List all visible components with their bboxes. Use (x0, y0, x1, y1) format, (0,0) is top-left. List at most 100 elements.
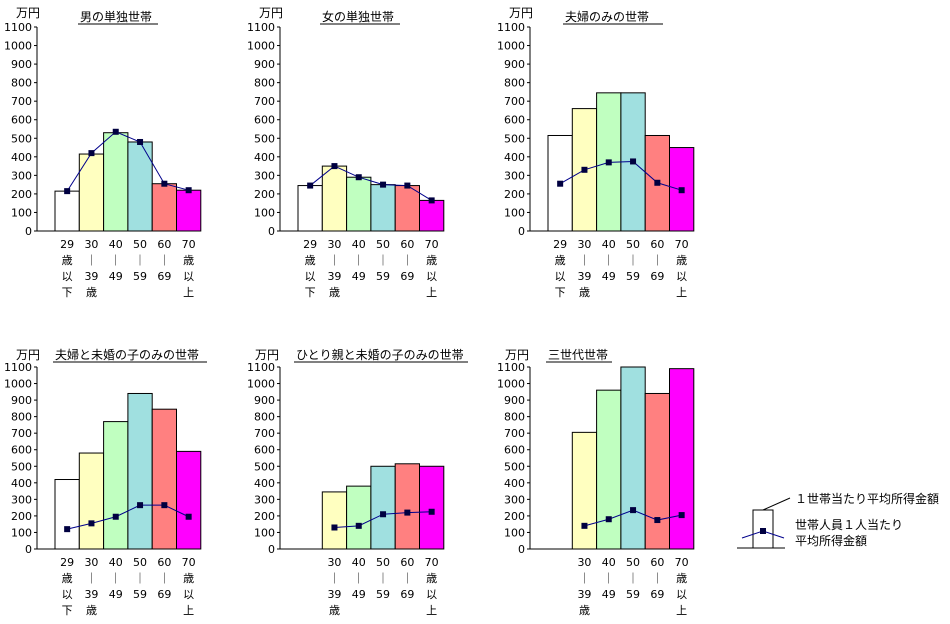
bar (346, 485, 372, 550)
y-tick-label: 700 (254, 95, 275, 108)
chart-panel-3: 万円 夫婦のみの世帯 0 100 200 300 400 500 600 700 800 900 100… (497, 6, 695, 299)
line-point (112, 128, 119, 135)
legend-bar-label: １世帯当たり平均所得金額 (795, 491, 939, 506)
x-tick-label: 以 (183, 588, 194, 601)
y-tick-label: 900 (254, 394, 275, 407)
y-tick-label: 500 (11, 132, 32, 145)
series-line (67, 504, 189, 530)
y-tick-label: 900 (504, 58, 525, 71)
chart-panel-6: 万円 三世代世帯 0 100 200 300 400 500 600 700 800 900 1000 1… (497, 348, 695, 617)
y-tick-label: 600 (504, 114, 525, 127)
chart-title: 女の単独世帯 (322, 9, 394, 24)
y-tick-label: 300 (254, 169, 275, 182)
x-tick-label: 49 (109, 588, 123, 601)
bar (151, 408, 177, 550)
y-tick-label: 800 (11, 411, 32, 424)
bar (54, 190, 80, 232)
y-tick-label: 100 (254, 526, 275, 539)
x-tick-label: ｜ (402, 572, 413, 585)
x-tick-label: ｜ (652, 572, 663, 585)
bar (151, 183, 177, 232)
line-point (654, 179, 661, 186)
unit-label: 万円 (509, 6, 533, 20)
x-tick-label: 39 (327, 588, 341, 601)
x-tick-label: 70 (425, 556, 439, 569)
line-point (307, 182, 314, 189)
y-tick-label: 100 (254, 206, 275, 219)
x-tick-label: 上 (426, 604, 437, 617)
y-tick-label: 700 (254, 427, 275, 440)
x-tick-label: 59 (133, 588, 147, 601)
y-tick-label: 900 (11, 58, 32, 71)
bar (571, 431, 598, 550)
y-tick-label: 300 (504, 493, 525, 506)
bar (596, 389, 622, 550)
bar (78, 452, 105, 550)
y-tick-label: 800 (11, 77, 32, 90)
y-tick-label: 600 (254, 444, 275, 457)
x-tick-label: ｜ (110, 572, 121, 585)
y-tick-label: 200 (254, 510, 275, 523)
line-point (605, 159, 612, 166)
x-tick-label: 50 (626, 238, 640, 251)
legend-line-marker (760, 528, 766, 534)
x-tick-label: 歳 (426, 572, 437, 585)
line-point (64, 188, 71, 195)
x-tick-label: 以 (305, 270, 316, 283)
bar (669, 368, 695, 550)
y-tick-label: 300 (504, 169, 525, 182)
y-tick-label: 0 (518, 225, 525, 238)
x-tick-label: 69 (157, 270, 171, 283)
legend: １世帯当たり平均所得金額 世帯人員１人当たり 平均所得金額 (737, 491, 939, 549)
y-tick-label: 300 (254, 493, 275, 506)
x-tick-label: 歳 (329, 286, 340, 299)
y-tick-label: 1100 (4, 21, 32, 34)
series-line (559, 160, 682, 191)
x-tick-label: 以 (676, 588, 687, 601)
x-tick-label: 歳 (676, 254, 687, 267)
chart-title: 夫婦と未婚の子のみの世帯 (55, 347, 199, 362)
legend-bar-leader (762, 497, 791, 511)
line-point (557, 180, 564, 187)
x-tick-label: 59 (133, 270, 147, 283)
x-tick-label: 歳 (183, 572, 194, 585)
x-tick-label: 70 (675, 238, 689, 251)
x-tick-label: 歳 (183, 254, 194, 267)
x-tick-label: 69 (650, 588, 664, 601)
x-tick-label: 40 (352, 556, 366, 569)
x-tick-label: 歳 (555, 254, 566, 267)
line-point (605, 516, 612, 523)
x-tick-label: 50 (133, 556, 147, 569)
x-tick-label: 歳 (426, 254, 437, 267)
x-tick-label: 40 (109, 556, 123, 569)
x-tick-label: ｜ (159, 572, 170, 585)
line-point (404, 509, 411, 516)
bar (321, 165, 348, 232)
x-tick-label: ｜ (135, 254, 146, 267)
line-point (88, 520, 95, 527)
chart-panel-2: 万円 女の単独世帯 0 100 200 300 400 500 600 700 800 900 1000… (247, 6, 445, 299)
y-tick-label: 200 (11, 510, 32, 523)
x-tick-label: 50 (133, 238, 147, 251)
x-tick-label: ｜ (579, 572, 590, 585)
unit-label: 万円 (16, 348, 40, 362)
line-point (137, 138, 144, 145)
x-tick-label: 59 (376, 270, 390, 283)
x-tick-label: 49 (109, 270, 123, 283)
y-tick-label: 800 (504, 411, 525, 424)
bar (644, 392, 671, 550)
bar (297, 185, 323, 232)
y-tick-label: 1000 (247, 378, 275, 391)
y-tick-label: 100 (504, 206, 525, 219)
x-tick-label: 下 (555, 286, 566, 299)
x-tick-label: 70 (425, 238, 439, 251)
x-tick-label: 50 (376, 238, 390, 251)
line-point (428, 508, 435, 515)
x-tick-label: 歳 (305, 254, 316, 267)
bar (103, 421, 129, 550)
x-tick-label: 歳 (579, 604, 590, 617)
line-point (161, 502, 168, 509)
x-tick-label: 60 (157, 238, 171, 251)
x-tick-label: 49 (602, 270, 616, 283)
